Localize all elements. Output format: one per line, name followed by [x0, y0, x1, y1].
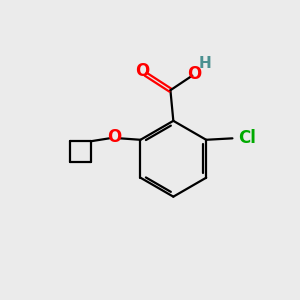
Text: Cl: Cl [238, 129, 256, 147]
Text: H: H [199, 56, 212, 71]
Text: O: O [107, 128, 122, 146]
Text: O: O [187, 64, 202, 82]
Text: O: O [135, 62, 149, 80]
